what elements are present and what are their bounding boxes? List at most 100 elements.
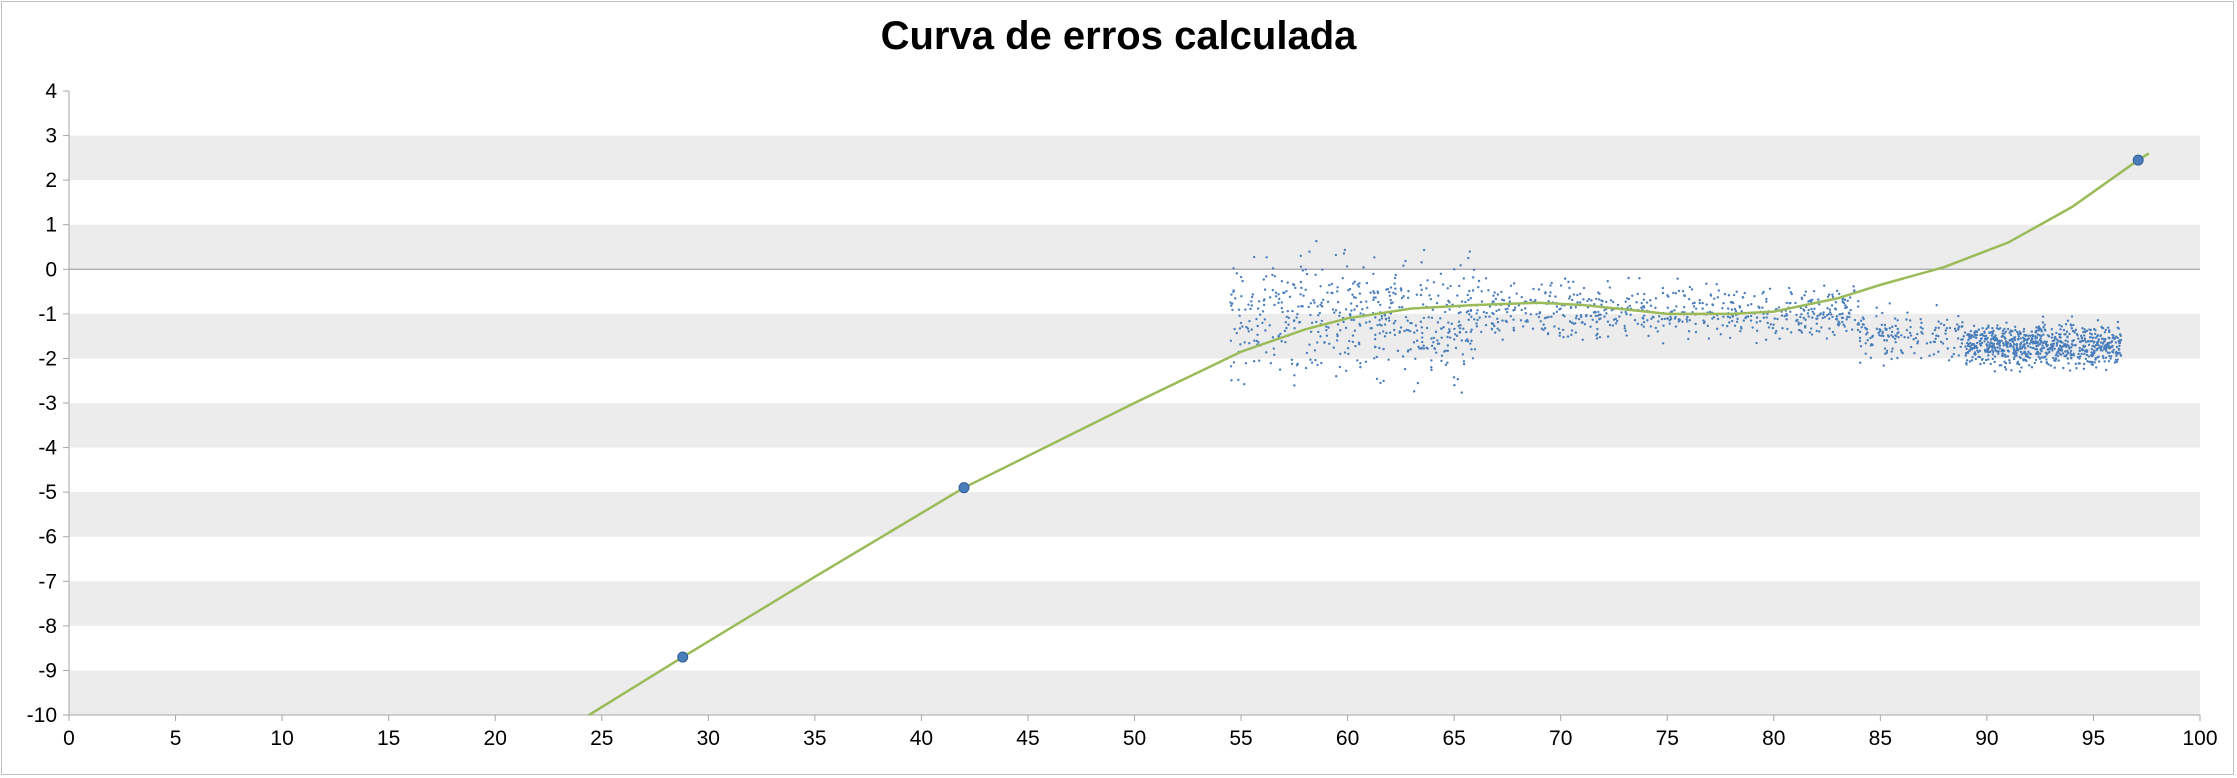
scatter-point (1900, 334, 1903, 337)
scatter-point (1408, 329, 1412, 333)
scatter-point (2103, 338, 2107, 341)
scatter-point (2015, 346, 2019, 349)
scatter-point (1750, 302, 1753, 306)
scatter-point (1415, 293, 1419, 296)
scatter-point (1471, 357, 1475, 360)
scatter-point (1882, 334, 1885, 338)
scatter-point (1358, 282, 1361, 285)
scatter-point (1262, 278, 1265, 281)
scatter-point (1373, 337, 1377, 341)
scatter-point (1962, 335, 1965, 338)
scatter-point (1552, 312, 1556, 315)
scatter-point (2116, 320, 2120, 324)
scatter-point (1818, 330, 1821, 333)
scatter-point (1231, 308, 1234, 312)
scatter-point (1355, 304, 1359, 308)
scatter-point (1983, 330, 1986, 333)
scatter-point (1787, 286, 1791, 290)
scatter-point (1285, 289, 1288, 293)
scatter-point (1280, 340, 1283, 343)
scatter-point (1774, 331, 1777, 335)
scatter-point (1380, 324, 1383, 327)
chart-title: Curva de erros calculada (880, 14, 1357, 58)
scatter-point (1920, 356, 1923, 360)
scatter-point (1956, 337, 1960, 340)
scatter-point (1496, 320, 1500, 324)
scatter-point (1631, 294, 1634, 297)
scatter-point (1817, 298, 1820, 301)
scatter-point (1635, 301, 1638, 304)
scatter-point (1636, 292, 1639, 296)
scatter-point (1973, 344, 1976, 348)
scatter-point (1953, 327, 1957, 331)
scatter-point (1462, 360, 1466, 363)
scatter-point (1642, 317, 1645, 320)
scatter-point (2030, 337, 2033, 340)
scatter-point (1496, 293, 1500, 296)
scatter-point (1811, 316, 1814, 319)
scatter-point (2115, 345, 2119, 349)
scatter-point (1547, 299, 1550, 303)
scatter-point (1313, 349, 1317, 352)
scatter-point (2084, 330, 2087, 334)
scatter-point (2038, 338, 2042, 342)
scatter-point (2019, 350, 2023, 354)
scatter-point (1706, 324, 1709, 328)
scatter-point (1669, 315, 1672, 319)
scatter-point (1969, 329, 1973, 333)
scatter-point (2071, 329, 2075, 333)
scatter-point (1286, 310, 1290, 313)
scatter-point (1576, 301, 1579, 304)
scatter-point (2006, 345, 2009, 349)
scatter-point (1649, 299, 1652, 302)
scatter-point (1421, 331, 1424, 335)
scatter-point (1739, 325, 1743, 329)
scatter-point (2050, 343, 2054, 346)
scatter-point (1789, 331, 1793, 334)
scatter-point (1469, 330, 1473, 334)
scatter-point (2088, 332, 2092, 335)
scatter-point (1994, 349, 1997, 352)
scatter-point (1624, 300, 1627, 303)
scatter-point (1384, 317, 1388, 320)
scatter-point (1232, 361, 1236, 364)
scatter-point (1570, 321, 1574, 324)
scatter-point (1308, 343, 1311, 346)
scatter-point (2043, 340, 2046, 343)
scatter-point (1654, 297, 1658, 300)
scatter-point (2082, 330, 2085, 334)
scatter-point (1429, 297, 1433, 301)
scatter-point (1594, 311, 1597, 314)
scatter-point (1831, 293, 1834, 296)
scatter-point (1413, 331, 1416, 334)
scatter-point (1620, 311, 1623, 314)
scatter-point (1838, 322, 1841, 325)
scatter-point (1968, 360, 1972, 363)
scatter-point (1914, 336, 1918, 340)
y-tick-label: -2 (38, 347, 57, 370)
scatter-point (1351, 293, 1354, 296)
scatter-point (2101, 342, 2105, 345)
scatter-point (1487, 289, 1490, 292)
scatter-point (2042, 346, 2046, 349)
scatter-point (2080, 352, 2083, 356)
scatter-point (1968, 345, 1972, 348)
scatter-point (1550, 315, 1553, 319)
scatter-point (1553, 325, 1556, 328)
scatter-point (1794, 301, 1797, 305)
scatter-point (1457, 311, 1460, 315)
scatter-point (1987, 354, 1990, 357)
scatter-point (1354, 344, 1357, 348)
scatter-point (1780, 314, 1784, 317)
scatter-point (2026, 345, 2030, 348)
scatter-point (1831, 295, 1835, 298)
scatter-point (2116, 352, 2119, 356)
scatter-point (1608, 286, 1612, 289)
scatter-point (2031, 334, 2034, 337)
scatter-point (1978, 349, 1982, 352)
scatter-point (1468, 313, 1471, 316)
scatter-point (1783, 314, 1786, 318)
scatter-point (1328, 284, 1331, 287)
scatter-point (1983, 348, 1987, 352)
scatter-point (1359, 324, 1362, 327)
